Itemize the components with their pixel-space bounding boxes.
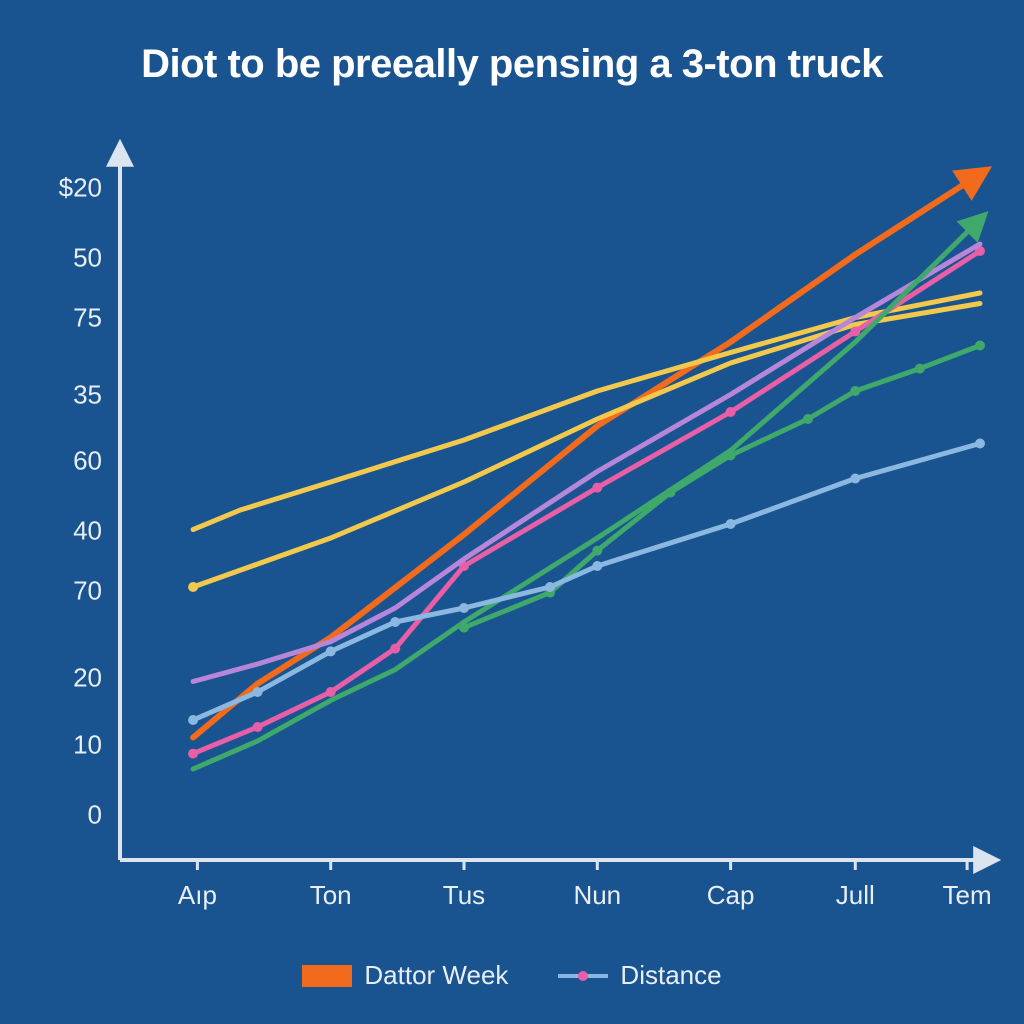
y-tick-label: 75 xyxy=(42,302,102,333)
marker-green-lower xyxy=(726,450,736,460)
marker-green-lower xyxy=(915,364,925,374)
y-tick-label: 10 xyxy=(42,729,102,760)
y-tick-label: 60 xyxy=(42,446,102,477)
series-lightblue xyxy=(193,444,980,721)
y-tick-label: 20 xyxy=(42,663,102,694)
y-tick-label: 35 xyxy=(42,379,102,410)
y-tick-label: 70 xyxy=(42,575,102,606)
marker-lightblue xyxy=(188,715,198,725)
marker-green-lower xyxy=(592,546,602,556)
x-tick-label: Ton xyxy=(310,880,352,911)
marker-pink xyxy=(592,483,602,493)
y-tick-label: 50 xyxy=(42,243,102,274)
marker-pink xyxy=(188,749,198,759)
marker-green-lower xyxy=(975,341,985,351)
marker-lightblue xyxy=(390,617,400,627)
y-tick-label: 0 xyxy=(42,799,102,830)
marker-green-lower xyxy=(459,623,469,633)
legend-swatch xyxy=(302,965,352,987)
series-green-lower xyxy=(464,346,980,628)
chart-title: Diot to be preeally pensing a 3-ton truc… xyxy=(0,42,1024,87)
legend-label: Dattor Week xyxy=(364,960,508,991)
series-pink xyxy=(193,251,980,754)
chart-container: Diot to be preeally pensing a 3-ton truc… xyxy=(0,0,1024,1024)
marker-pink xyxy=(850,327,860,337)
legend-swatch xyxy=(558,974,608,978)
marker-pink xyxy=(326,687,336,697)
marker-pink xyxy=(390,644,400,654)
x-tick-label: Nun xyxy=(573,880,621,911)
x-tick-label: Tem xyxy=(943,880,992,911)
x-tick-label: Cap xyxy=(707,880,755,911)
legend-item: Dattor Week xyxy=(302,960,508,991)
marker-lightblue xyxy=(726,519,736,529)
marker-lightblue xyxy=(592,561,602,571)
series-violet xyxy=(193,244,980,682)
marker-lightblue xyxy=(850,474,860,484)
plot-area xyxy=(120,160,980,860)
marker-green-lower xyxy=(850,386,860,396)
plot-svg xyxy=(100,140,1000,880)
x-tick-label: Tus xyxy=(443,880,485,911)
marker-lightblue xyxy=(459,603,469,613)
y-tick-label: 40 xyxy=(42,516,102,547)
marker-lightblue xyxy=(975,439,985,449)
marker-lightblue xyxy=(545,582,555,592)
legend-label: Distance xyxy=(620,960,721,991)
legend: Dattor Week Distance xyxy=(0,960,1024,991)
marker-lightblue xyxy=(326,646,336,656)
legend-item: Distance xyxy=(558,960,721,991)
marker-pink xyxy=(726,407,736,417)
series-orange xyxy=(193,174,980,738)
marker-pink xyxy=(253,722,263,732)
marker-green-lower xyxy=(665,488,675,498)
y-tick-label: $20 xyxy=(42,173,102,204)
x-tick-label: Jull xyxy=(836,880,875,911)
marker-yellow-lower xyxy=(188,582,198,592)
marker-green-lower xyxy=(803,414,813,424)
x-tick-label: Aıp xyxy=(178,880,217,911)
marker-lightblue xyxy=(253,687,263,697)
